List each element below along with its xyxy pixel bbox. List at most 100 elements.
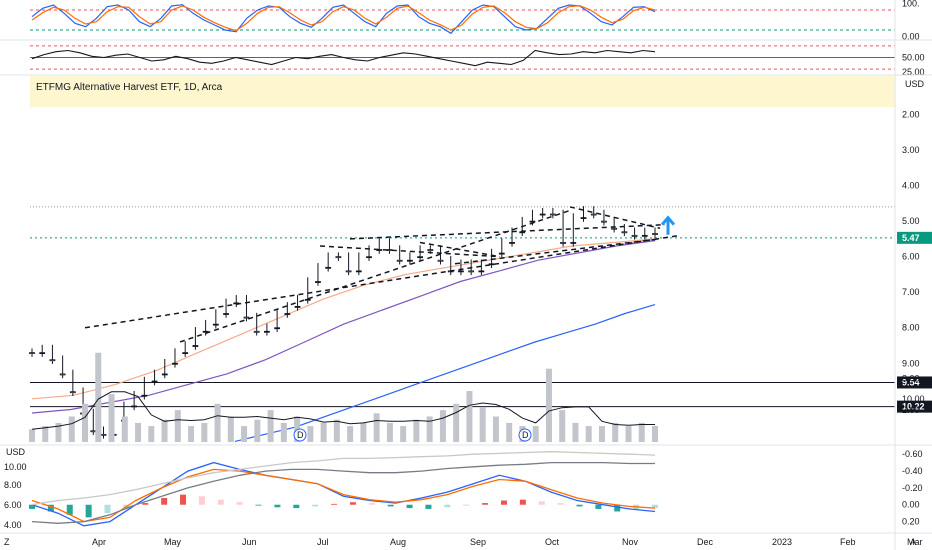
macd-tick-label-left: 4.00 [4, 520, 22, 530]
macd-histogram-bar [217, 499, 224, 505]
price-badge [897, 376, 932, 389]
trendline [569, 206, 661, 229]
volume-bar [254, 419, 261, 442]
macd-histogram-bar [538, 501, 545, 505]
rsi-line [31, 49, 656, 67]
candle-down [161, 373, 168, 376]
volume-bar [108, 394, 115, 442]
candle-up [100, 433, 107, 436]
macd-histogram-bar [500, 500, 507, 505]
macd-histogram-bar [349, 502, 356, 505]
volume-bar [135, 422, 142, 442]
price-tick-label: 10.00 [902, 394, 925, 404]
candle-down [355, 270, 362, 273]
candle-down [151, 380, 158, 383]
macd-histogram-bar [614, 504, 621, 512]
candle-down [458, 270, 464, 273]
price-tick-label: 6.00 [902, 252, 920, 262]
candle-down [212, 323, 219, 326]
volume-bar [479, 406, 486, 442]
volume-bar [386, 422, 393, 442]
macd-line [31, 451, 656, 506]
time-tick-label: Aug [390, 537, 406, 547]
arrow-up-icon [660, 215, 676, 235]
volume-bar [320, 422, 327, 442]
timezone-icon[interactable]: Z [4, 537, 10, 547]
volume-bar [214, 403, 221, 442]
volume-bar [148, 426, 155, 442]
candle-down [39, 352, 46, 355]
volume-bar [333, 419, 340, 442]
ma-100-line [31, 240, 656, 414]
time-tick-label: Jul [317, 537, 329, 547]
macd-histogram-bar [519, 499, 526, 505]
candle-up [396, 259, 403, 262]
ma-50-line [31, 238, 656, 400]
volume-panel: 3.00 2.00 D D [29, 352, 920, 442]
ma-200-line [234, 304, 656, 442]
volume-bar [29, 429, 35, 442]
volume-bar [68, 416, 75, 442]
candle-down [284, 313, 291, 315]
volume-bar [42, 426, 49, 442]
macd-line [31, 461, 655, 524]
volume-bar [227, 416, 234, 442]
time-tick-label: 2023 [772, 537, 792, 547]
price-tick-label: 5.00 [902, 216, 920, 226]
macd-tick-label-right: 0.20 [902, 517, 920, 527]
candle-down [223, 313, 229, 315]
stoch-tick-label: 100. [902, 0, 920, 8]
rsi-panel: 50.00 25.00 [30, 45, 925, 77]
volume-bar [598, 426, 605, 442]
macd-line [31, 468, 656, 523]
price-currency-label: USD [905, 79, 925, 89]
time-tick-label: Jun [242, 537, 257, 547]
candle-down [498, 252, 505, 255]
time-tick-label: Sep [470, 537, 486, 547]
volume-bar [280, 422, 287, 442]
candle-down [325, 266, 332, 269]
candle-up [243, 316, 250, 319]
auto-scale-icon[interactable]: A [910, 537, 916, 547]
dividend-marker [518, 428, 532, 442]
candle-up [335, 256, 342, 259]
macd-histogram-bar [66, 504, 73, 515]
candle-up [69, 391, 76, 394]
volume-bar [267, 410, 274, 442]
macd-histogram-bar [198, 496, 205, 505]
macd-tick-label-right: -0.60 [902, 449, 923, 459]
volume-ma-line [31, 391, 655, 430]
stoch-line [31, 4, 656, 35]
rsi-tick-label: 25.00 [902, 67, 925, 77]
volume-bar [652, 426, 658, 442]
price-tick-label: 8.00 [902, 323, 920, 333]
volume-bar [545, 368, 552, 442]
dividend-marker [293, 428, 307, 442]
candle-down [580, 217, 587, 219]
macd-histogram-bar [368, 503, 375, 505]
time-tick-label: Feb [840, 537, 856, 547]
candle-up [345, 270, 352, 273]
volume-bar [201, 422, 208, 442]
price-badge [897, 400, 932, 413]
candle-up [437, 259, 444, 262]
volume-bar [638, 422, 645, 442]
footer: Z A [4, 537, 916, 547]
macd-histogram-bar [482, 503, 489, 505]
candle-up [29, 352, 35, 355]
price-panel: ETFMG Alternative Harvest ETF, 1D, Arca … [29, 76, 932, 442]
macd-histogram-bar [576, 504, 583, 507]
dividend-marker-label: D [297, 430, 304, 440]
candle-down [172, 362, 178, 365]
macd-tick-label-left: 6.00 [4, 500, 22, 510]
time-tick-label: May [164, 537, 182, 547]
macd-histogram-bar [595, 504, 602, 509]
volume-bar [161, 419, 168, 442]
volume-bar [307, 426, 314, 442]
macd-histogram-bar [47, 504, 54, 512]
macd-currency-label: USD [6, 447, 26, 457]
macd-histogram-bar [331, 503, 338, 505]
stoch-tick-label: 0.00 [902, 32, 920, 42]
chart-title: ETFMG Alternative Harvest ETF, 1D, Arca [36, 82, 223, 93]
volume-bar [559, 410, 566, 442]
